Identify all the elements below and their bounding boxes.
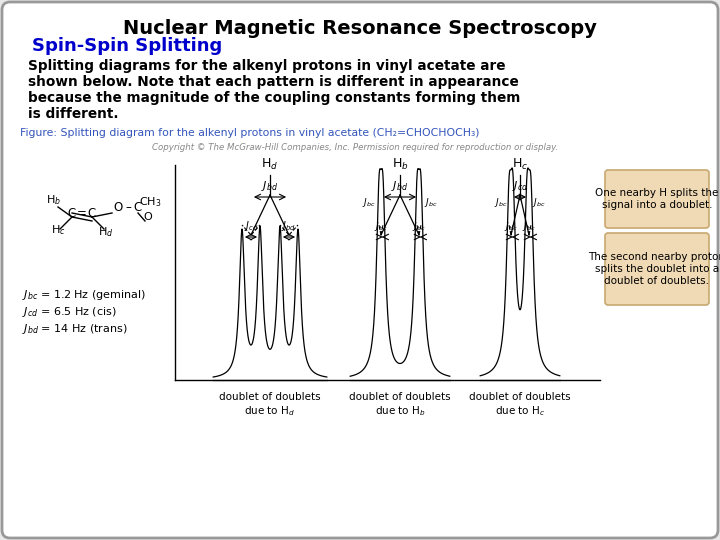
Text: The second nearby proton
splits the doublet into a
doublet of doublets.: The second nearby proton splits the doub… [588,252,720,286]
Text: $J_{bc}$: $J_{bc}$ [494,196,508,209]
Text: H$_d$: H$_d$ [99,225,114,239]
Text: Figure: Splitting diagram for the alkenyl protons in vinyl acetate (CH₂=CHOCHOCH: Figure: Splitting diagram for the alkeny… [20,128,480,138]
Text: $J_{bd}$: $J_{bd}$ [392,179,408,193]
Text: –: – [125,201,131,214]
Text: Copyright © The McGraw-Hill Companies, Inc. Permission required for reproduction: Copyright © The McGraw-Hill Companies, I… [152,143,558,152]
Text: $J_{bc}$: $J_{bc}$ [374,220,388,233]
Text: One nearby H splits the
signal into a doublet.: One nearby H splits the signal into a do… [595,188,719,210]
Text: because the magnitude of the coupling constants forming them: because the magnitude of the coupling co… [28,91,521,105]
Text: C: C [88,207,96,220]
Text: $J_{cd}$: $J_{cd}$ [244,219,258,233]
Text: H$_c$: H$_c$ [50,223,66,237]
FancyBboxPatch shape [605,170,709,228]
Text: $J_{bc}$: $J_{bc}$ [532,196,546,209]
Text: $J_{cd}$ = 6.5 Hz (cis): $J_{cd}$ = 6.5 Hz (cis) [22,305,117,319]
Text: $J_{bd}$: $J_{bd}$ [261,179,279,193]
Text: shown below. Note that each pattern is different in appearance: shown below. Note that each pattern is d… [28,75,518,89]
Text: $J_{bd}$: $J_{bd}$ [282,219,297,233]
Text: Spin-Spin Splitting: Spin-Spin Splitting [32,37,222,55]
Text: C: C [68,207,76,220]
Text: C: C [134,201,142,214]
FancyBboxPatch shape [605,233,709,305]
Text: H$_c$: H$_c$ [512,157,528,172]
Text: H$_b$: H$_b$ [47,193,61,207]
Text: doublet of doublets
due to H$_d$: doublet of doublets due to H$_d$ [219,392,321,418]
Text: $J_{bc}$: $J_{bc}$ [522,220,536,233]
Text: $J_{cd}$: $J_{cd}$ [512,179,528,193]
Text: =: = [77,207,87,220]
Text: $J_{bc}$: $J_{bc}$ [424,196,438,209]
Text: $J_{bc}$: $J_{bc}$ [413,220,426,233]
Text: doublet of doublets
due to H$_b$: doublet of doublets due to H$_b$ [349,392,451,418]
Text: $J_{bc}$: $J_{bc}$ [504,220,518,233]
Text: is different.: is different. [28,107,119,121]
Text: Splitting diagrams for the alkenyl protons in vinyl acetate are: Splitting diagrams for the alkenyl proto… [28,59,505,73]
Text: doublet of doublets
due to H$_c$: doublet of doublets due to H$_c$ [469,392,571,418]
Text: H$_b$: H$_b$ [392,157,408,172]
Text: O: O [113,201,122,214]
Text: CH$_3$: CH$_3$ [139,195,161,209]
Text: $J_{bd}$ = 14 Hz (trans): $J_{bd}$ = 14 Hz (trans) [22,322,127,336]
Text: H$_d$: H$_d$ [261,157,279,172]
Text: $J_{bc}$ = 1.2 Hz (geminal): $J_{bc}$ = 1.2 Hz (geminal) [22,288,146,302]
Text: Nuclear Magnetic Resonance Spectroscopy: Nuclear Magnetic Resonance Spectroscopy [123,19,597,38]
Text: $J_{bc}$: $J_{bc}$ [362,196,376,209]
Text: O: O [143,212,153,222]
